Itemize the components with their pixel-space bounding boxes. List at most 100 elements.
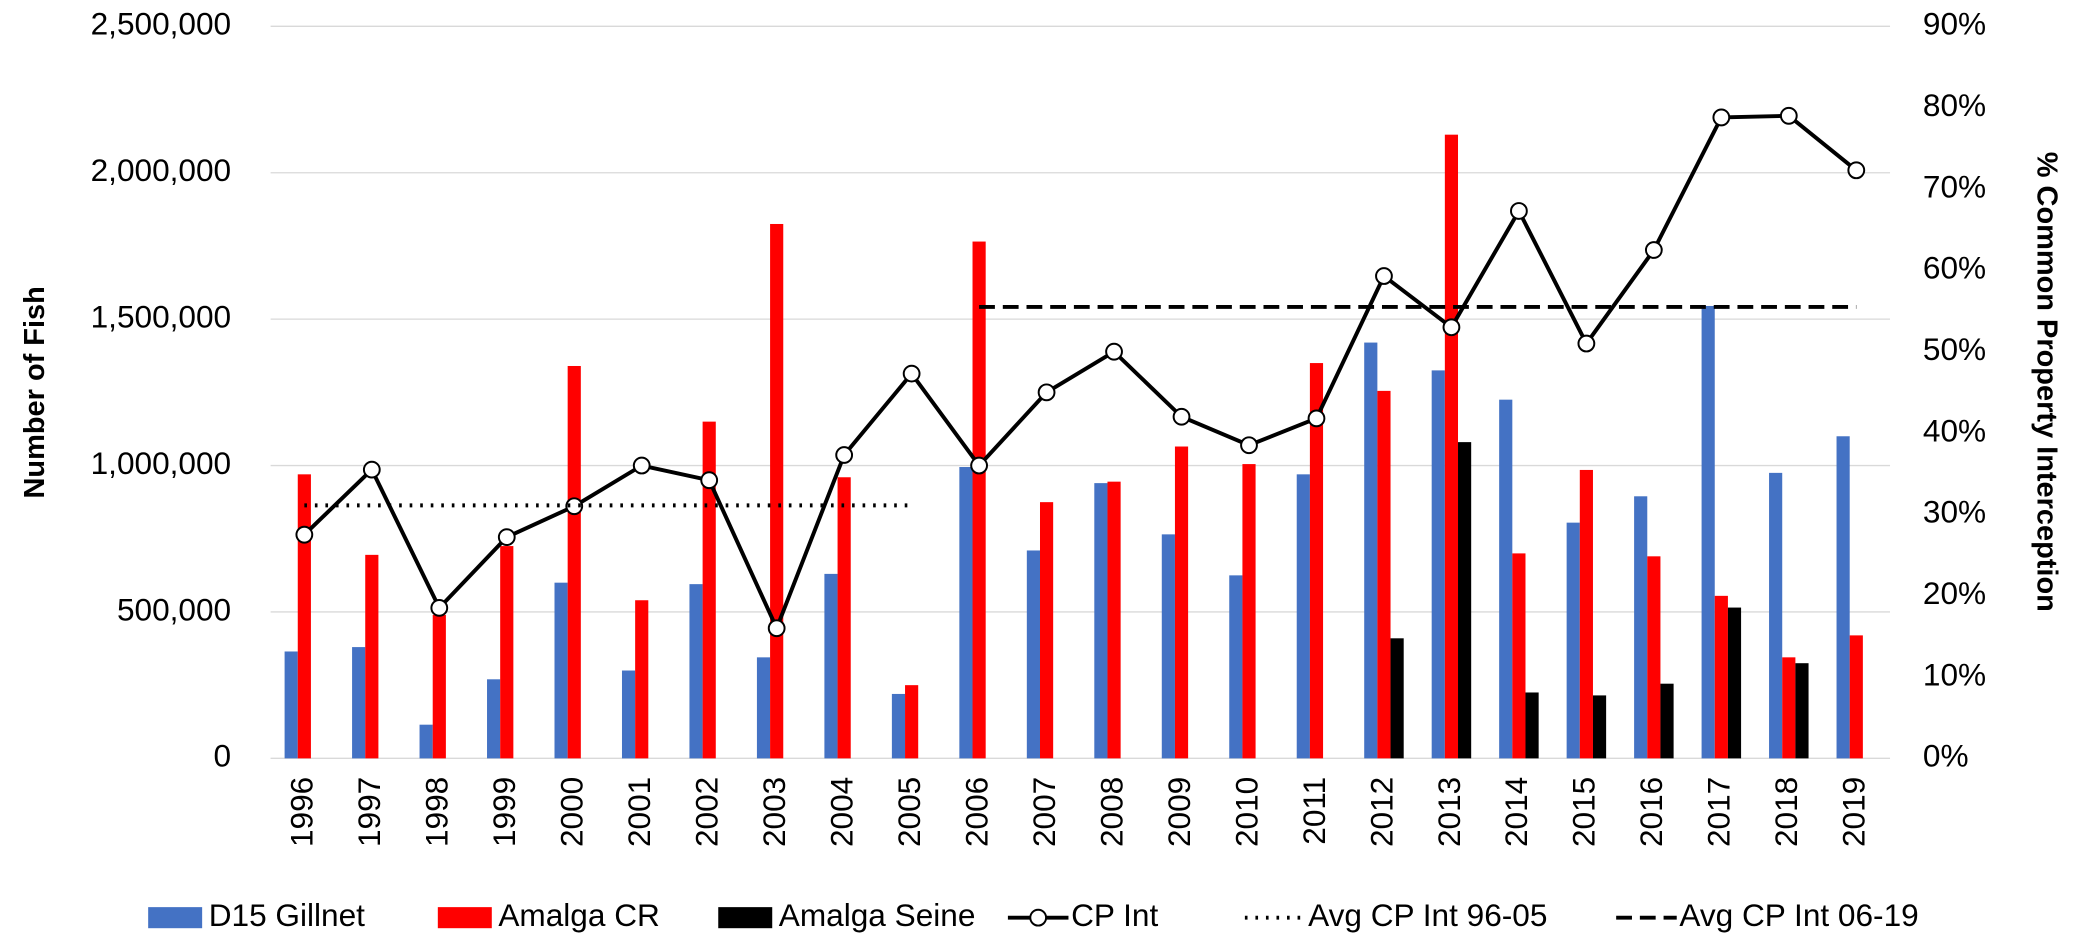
line-marker (1779, 106, 1798, 125)
bar (297, 474, 311, 759)
x-tick-label: 2013 (1431, 777, 1467, 847)
y2-tick-label: 80% (1923, 87, 1986, 123)
y-tick-label: 1,000,000 (91, 445, 231, 481)
x-tick-label: 2008 (1093, 777, 1129, 847)
y2-tick-label: 50% (1923, 331, 1986, 367)
bar (1174, 446, 1189, 759)
legend-label: D15 Gillnet (209, 897, 365, 933)
line-marker (1577, 334, 1596, 353)
bar (554, 582, 568, 759)
line-marker (1510, 202, 1528, 220)
x-tick-label: 2015 (1566, 777, 1602, 847)
bar (972, 241, 986, 759)
line-marker (1712, 108, 1731, 127)
y2-tick-label: 20% (1923, 575, 1986, 611)
y-axis-title: Number of Fish (19, 286, 51, 498)
line-marker (1037, 383, 1056, 402)
bar (1512, 553, 1526, 759)
line-marker (430, 599, 449, 617)
x-tick-label: 2018 (1768, 777, 1804, 847)
bar (487, 679, 501, 759)
y-tick-label: 2,000,000 (91, 152, 231, 188)
line-marker (295, 525, 314, 544)
line-marker (970, 456, 988, 475)
bar (1444, 134, 1459, 759)
bar (1566, 522, 1580, 759)
line (302, 113, 1858, 634)
bar (1836, 436, 1850, 759)
line-marker (497, 528, 516, 547)
bar (1229, 575, 1243, 759)
bar (959, 467, 973, 759)
x-tick-label: 2010 (1228, 777, 1264, 847)
line-marker (362, 460, 381, 479)
x-tick-label: 1997 (351, 777, 387, 847)
x-tick-label: 1996 (284, 777, 320, 847)
bar (1107, 481, 1121, 759)
y2-tick-label: 40% (1923, 412, 1986, 448)
x-tick-label: 2004 (823, 777, 859, 847)
legend-swatch (718, 907, 773, 929)
x-tick-label: 2006 (958, 777, 994, 847)
y2-tick-label: 70% (1923, 168, 1986, 204)
bar (1634, 496, 1648, 759)
y-tick-label: 500,000 (117, 591, 231, 627)
line-marker (1442, 318, 1461, 337)
legend-label: Avg CP Int 96-05 (1308, 897, 1547, 933)
bar (635, 600, 649, 759)
y2-tick-label: 60% (1923, 250, 1986, 286)
bar (1769, 472, 1783, 759)
line-marker (1375, 267, 1393, 285)
bar (1592, 695, 1607, 759)
x-tick-label: 2012 (1363, 777, 1399, 847)
legend-label: Amalga Seine (779, 897, 976, 933)
x-tick-label: 2002 (689, 777, 725, 847)
x-tick-label: 2001 (621, 777, 657, 847)
legend-swatch (437, 907, 492, 929)
line-marker (700, 471, 719, 490)
bar (1525, 692, 1539, 759)
bar (1094, 483, 1108, 759)
y2-tick-label: 90% (1923, 6, 1986, 42)
line-marker (835, 446, 854, 464)
x-tick-label: 2007 (1026, 777, 1062, 847)
bar (1579, 469, 1593, 759)
x-tick-label: 2005 (891, 777, 927, 847)
bar (621, 670, 636, 759)
x-tick-label: 2017 (1701, 777, 1737, 847)
y2-tick-label: 0% (1923, 738, 1969, 774)
line-marker (767, 619, 786, 638)
y-tick-label: 1,500,000 (91, 298, 231, 334)
bar (1499, 399, 1513, 759)
y-tick-label: 2,500,000 (91, 6, 231, 42)
bar (284, 651, 298, 759)
y2-axis-title: % Common Property Interception (2031, 152, 2063, 612)
x-tick-label: 2003 (756, 777, 792, 847)
bar (500, 546, 514, 759)
bar (352, 647, 366, 759)
bar (1296, 474, 1310, 759)
bar (1309, 363, 1324, 759)
legend-label: Amalga CR (498, 897, 659, 933)
bar (770, 223, 784, 759)
bar (1660, 683, 1674, 759)
line-marker (902, 364, 921, 383)
x-tick-label: 2011 (1296, 777, 1332, 845)
bar (1701, 305, 1715, 759)
x-tick-label: 2009 (1161, 777, 1197, 847)
x-tick-label: 1998 (419, 777, 455, 847)
x-tick-label: 2019 (1836, 777, 1872, 847)
line-marker (565, 497, 584, 516)
bar (891, 693, 906, 759)
x-tick-label: 2014 (1498, 777, 1534, 847)
legend-swatch (148, 907, 203, 929)
bar (1431, 370, 1445, 759)
bar (1849, 635, 1863, 759)
bar (1364, 342, 1378, 759)
bar (1242, 464, 1256, 759)
bar (1039, 502, 1054, 759)
bar (824, 573, 838, 759)
bar (1390, 638, 1404, 759)
y-tick-label: 0 (214, 738, 232, 774)
line-marker (1644, 241, 1663, 259)
